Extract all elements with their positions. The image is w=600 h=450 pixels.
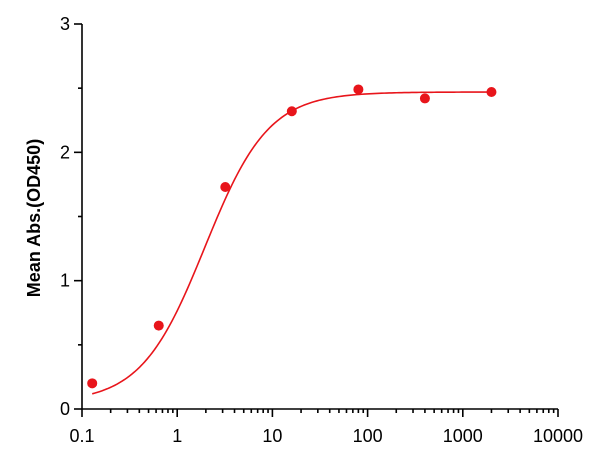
data-point <box>87 378 98 389</box>
x-tick-label: 1000 <box>443 426 483 446</box>
data-point <box>353 84 364 95</box>
y-tick-label: 3 <box>60 14 70 34</box>
data-point <box>419 93 430 104</box>
y-tick-label: 2 <box>60 142 70 162</box>
x-tick-label: 100 <box>353 426 383 446</box>
data-point <box>286 106 297 117</box>
y-tick-label: 1 <box>60 271 70 291</box>
data-point <box>486 87 497 98</box>
x-tick-label: 10 <box>262 426 282 446</box>
data-point <box>220 181 231 192</box>
x-tick-label: 1 <box>172 426 182 446</box>
fit-curve-layer <box>91 91 492 395</box>
axes: 0 1 2 3 0.1 1 10 100 1000 10000 <box>60 14 583 446</box>
x-tick-label: 0.1 <box>69 426 94 446</box>
y-axis-title: Mean Abs.(OD450) <box>24 139 44 297</box>
x-tick-label: 10000 <box>533 426 583 446</box>
data-point <box>153 320 164 331</box>
y-tick-label: 0 <box>60 399 70 419</box>
data-points-layer <box>87 84 497 389</box>
fit-curve <box>91 91 492 395</box>
